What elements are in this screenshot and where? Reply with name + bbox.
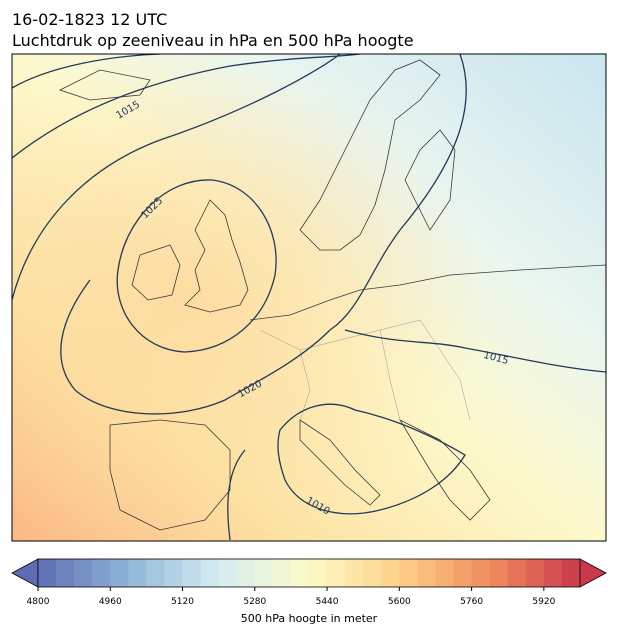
colorbar: 4800 4960 5120 5280 5440 5600 5760 5920 <box>11 558 607 607</box>
coastline <box>299 59 441 251</box>
colorbar-tick-label: 5280 <box>243 597 266 607</box>
colorbar-frame <box>37 558 581 588</box>
colorbar-segment <box>272 559 292 587</box>
colorbar-tick-label: 4960 <box>99 597 122 607</box>
colorbar-tick-label: 4800 <box>27 597 50 607</box>
coastline <box>184 199 249 313</box>
colorbar-tick-label: 5760 <box>460 597 483 607</box>
subtitle: Luchtdruk op zeeniveau in hPa en 500 hPa… <box>12 31 414 50</box>
coastline <box>299 419 381 506</box>
coastline <box>398 419 491 521</box>
colorbar-segment <box>74 559 93 587</box>
colorbar-segment <box>38 559 57 587</box>
colorbar-segment <box>453 559 473 587</box>
colorbar-segment <box>345 559 364 587</box>
coastline <box>131 244 181 301</box>
colorbar-segment <box>236 559 256 587</box>
colorbar-segment <box>471 559 491 587</box>
colorbar-segment <box>164 559 184 587</box>
colorbar-segment <box>254 559 274 587</box>
colorbar-tick-label: 5600 <box>388 597 411 607</box>
colorbar-segment <box>381 559 400 587</box>
coastline <box>109 419 231 531</box>
map: 1015 1025 1020 1015 1010 <box>12 54 606 541</box>
colorbar-segment <box>182 559 202 587</box>
isobar <box>227 449 246 541</box>
title: 16-02-1823 12 UTC <box>12 10 167 29</box>
colorbar-tick-label: 5920 <box>532 597 555 607</box>
colorbar-segment <box>507 559 527 587</box>
colorbar-segment <box>128 559 147 587</box>
colorbar-segment <box>363 559 382 587</box>
colorbar-segment <box>417 559 436 587</box>
isobar <box>12 54 467 415</box>
colorbar-label: 500 hPa hoogte in meter <box>241 612 378 625</box>
colorbar-segment <box>92 559 111 587</box>
colorbar-tick-label: 5120 <box>171 597 194 607</box>
coastline <box>249 264 606 321</box>
colorbar-segment <box>218 559 238 587</box>
height-field-ridge <box>12 54 606 541</box>
isobar <box>116 179 277 353</box>
colorbar-segment <box>146 559 165 587</box>
isobar <box>12 54 161 89</box>
colorbar-segment <box>435 559 455 587</box>
colorbar-segment <box>525 559 545 587</box>
map-frame <box>11 53 607 542</box>
colorbar-segment <box>327 559 346 587</box>
colorbar-segment <box>309 559 328 587</box>
coastline <box>404 129 456 231</box>
colorbar-segment <box>543 559 563 587</box>
colorbar-segment <box>200 559 220 587</box>
colorbar-extend-low <box>11 558 39 588</box>
isobar <box>277 403 466 515</box>
colorbar-segment <box>110 559 129 587</box>
colorbar-segment <box>489 559 509 587</box>
colorbar-tick-label: 5440 <box>316 597 339 607</box>
isobar <box>12 54 361 159</box>
isobar <box>344 329 606 373</box>
colorbar-extend-high <box>579 558 607 588</box>
colorbar-segment <box>56 559 75 587</box>
colorbar-segment <box>290 559 310 587</box>
colorbar-segment <box>561 559 581 587</box>
country-border <box>259 319 471 421</box>
colorbar-segment <box>399 559 418 587</box>
